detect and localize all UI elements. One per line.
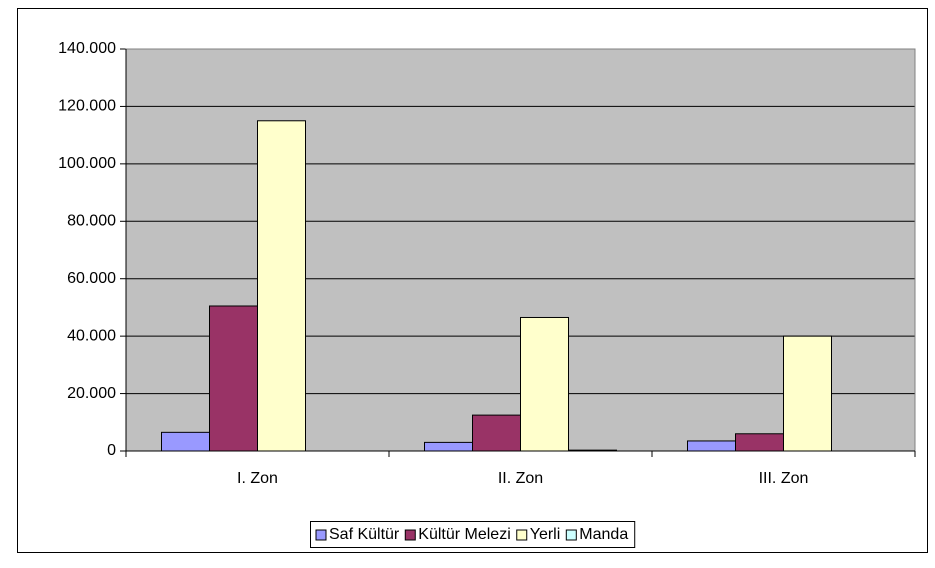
y-tick-label: 120.000 <box>58 98 116 115</box>
x-tick-label: II. Zon <box>498 470 543 487</box>
bar <box>520 316 569 452</box>
bar <box>687 440 736 452</box>
legend-box <box>310 521 636 548</box>
legend-swatch <box>404 529 416 541</box>
y-tick-label: 40.000 <box>67 327 116 344</box>
y-tick-label: 140.000 <box>58 40 116 57</box>
legend-swatch <box>315 529 327 541</box>
legend-swatch <box>516 529 528 541</box>
legend-label: Saf Kültür <box>329 526 400 543</box>
bar <box>568 449 617 452</box>
y-tick-label: 100.000 <box>58 155 116 172</box>
bar <box>209 305 258 452</box>
bar <box>472 414 521 452</box>
y-tick-label: 60.000 <box>67 270 116 287</box>
y-tick-label: 20.000 <box>67 385 116 402</box>
bar <box>735 433 784 452</box>
legend-label: Kültür Melezi <box>418 526 510 543</box>
bar <box>161 431 210 452</box>
y-tick-label: 0 <box>107 442 116 459</box>
bar <box>783 335 832 452</box>
y-tick-label: 80.000 <box>67 213 116 230</box>
legend-label: Yerli <box>530 526 561 543</box>
bar <box>257 120 306 452</box>
x-tick-label: III. Zon <box>759 470 809 487</box>
x-tick-label: I. Zon <box>237 470 278 487</box>
legend-swatch <box>565 529 577 541</box>
legend-label: Manda <box>579 526 628 543</box>
bar <box>424 441 473 452</box>
